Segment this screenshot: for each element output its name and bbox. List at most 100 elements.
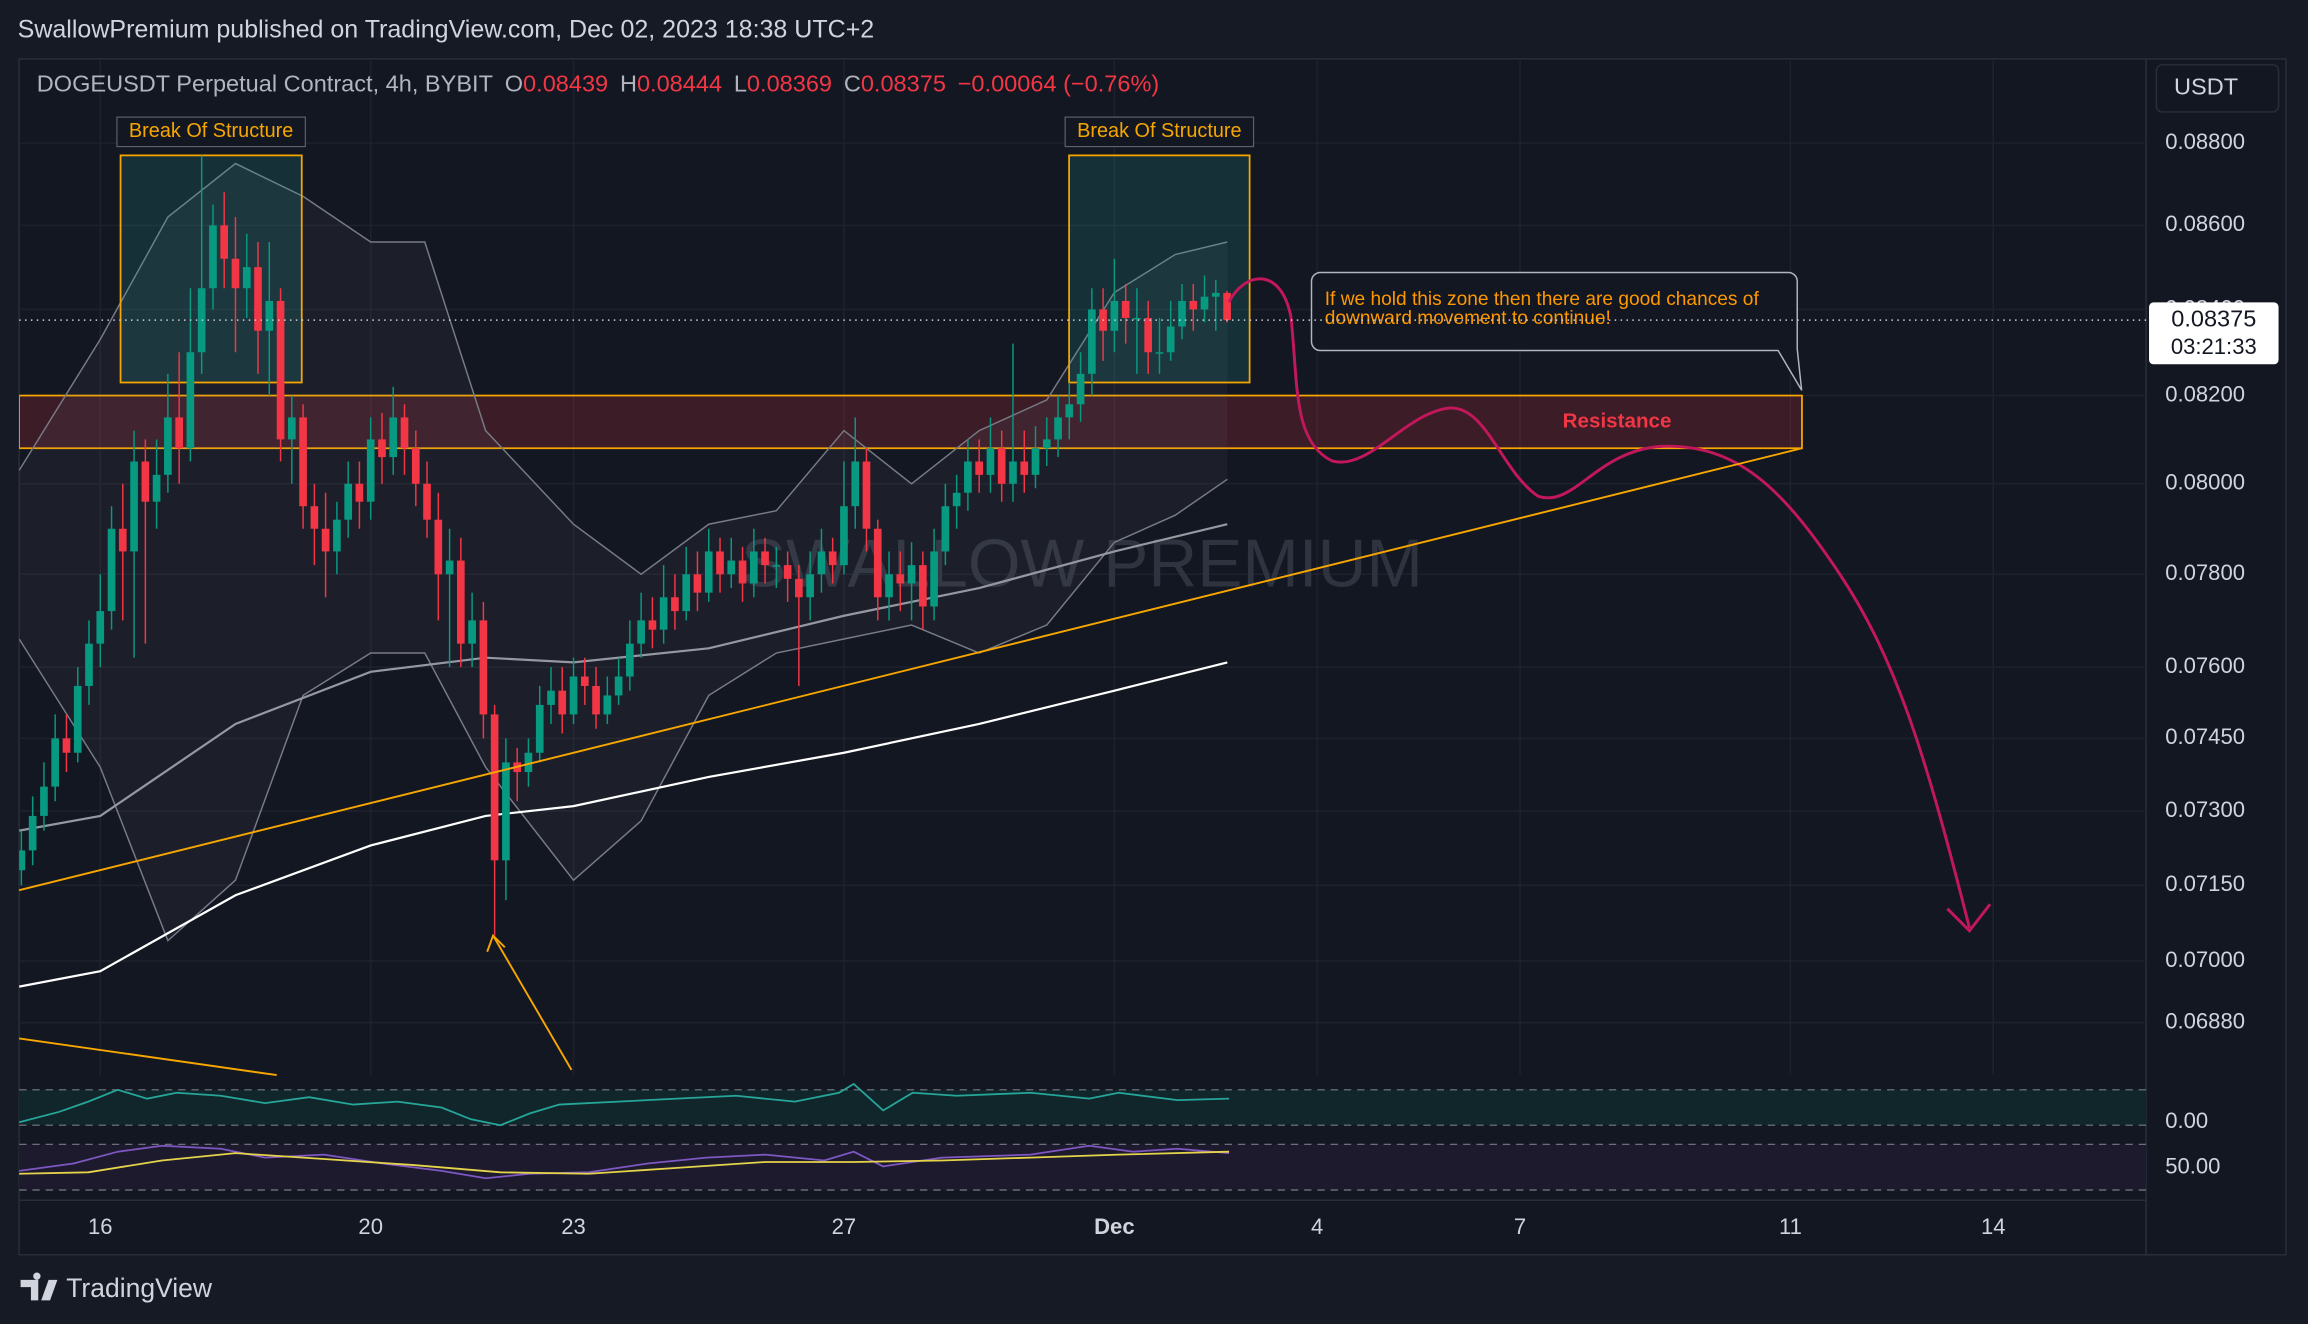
candle-body (73, 685, 82, 753)
x-tick-label: 20 (358, 1214, 383, 1239)
currency-button[interactable] (2155, 64, 2280, 113)
candle-body (682, 574, 691, 612)
currency[interactable]: USDT (2174, 74, 2238, 100)
candle-body (648, 620, 657, 630)
last-price: 0.08375 (2171, 305, 2256, 331)
y-tick-label: 0.07300 (2165, 797, 2245, 822)
candle-body (1088, 309, 1096, 374)
candle-body (750, 551, 758, 584)
x-tick-label: Dec (1094, 1214, 1135, 1239)
candle-body (603, 695, 612, 715)
y-tick-label: 0.08000 (2165, 470, 2245, 495)
candle-body (851, 461, 860, 507)
candle-body (964, 461, 972, 493)
candle-body (569, 676, 578, 715)
note-container: If we hold this zone then there are good… (1324, 288, 1759, 329)
candle-body (1042, 439, 1051, 449)
x-tick-label: 27 (832, 1214, 857, 1239)
x-tick-label: 14 (1981, 1214, 2006, 1239)
y-tick-label: 0.07800 (2165, 560, 2245, 585)
candle-body (693, 574, 702, 593)
candle-body (378, 439, 386, 458)
candle-body (118, 528, 127, 552)
x-tick-label: 4 (1311, 1214, 1323, 1239)
candle-body (321, 528, 330, 552)
y-tick-label: 0.07150 (2165, 871, 2245, 896)
band-area (19, 163, 1228, 941)
candle-body (445, 560, 454, 575)
y-tick-label: 0.07450 (2165, 724, 2245, 749)
oscillator-line (18, 1082, 1230, 1127)
candle-body (727, 560, 736, 575)
candle-body (862, 461, 871, 529)
candle-body (547, 690, 555, 705)
change: −0.00064 (−0.76%) (958, 71, 1160, 97)
candle-body (873, 528, 882, 598)
candle-body (535, 704, 544, 753)
candle-body (130, 461, 138, 552)
candle-body (107, 528, 116, 612)
candle-body (761, 551, 769, 566)
candle-body (502, 762, 510, 861)
indicator-panes (18, 1082, 2147, 1191)
candle-body (986, 448, 995, 475)
rsi-average (19, 1150, 1230, 1175)
candle-body (389, 417, 398, 458)
candle-body (40, 786, 48, 816)
candle-body (817, 551, 826, 575)
candle-body (919, 565, 927, 607)
y-tick-label: 0.08200 (2165, 381, 2245, 406)
brand-name: TradingView (66, 1273, 213, 1303)
candle-body (152, 474, 161, 502)
candle-body (558, 690, 567, 715)
candle-body (299, 417, 307, 507)
candle-body (738, 560, 747, 584)
rsi-line (19, 1144, 1230, 1180)
note-text: If we hold this zone then there are good… (1324, 288, 1759, 329)
candle-body (1054, 417, 1062, 440)
candle-body (1166, 326, 1175, 353)
ohlc-value: 0.08439 (523, 71, 608, 97)
label-box (116, 116, 306, 148)
ohlc-key: O (505, 71, 523, 97)
candle-body (997, 448, 1006, 484)
candle-body (704, 551, 713, 593)
resistance-zone (19, 394, 1803, 450)
candle-body (580, 676, 589, 686)
candle-body (355, 483, 364, 502)
legend: DOGEUSDT Perpetual Contract, 4h, BYBIT O0… (37, 71, 1159, 97)
candle-body (51, 738, 60, 787)
candle-body (344, 483, 353, 520)
indicator-label: 50.00 (2165, 1154, 2220, 1179)
candle-body (62, 738, 71, 753)
y-tick-label: 0.06880 (2165, 1009, 2245, 1034)
candle-body (1155, 352, 1164, 354)
moving-average (19, 661, 1228, 988)
ohlc-key: L (734, 71, 747, 97)
resistance-label: Resistance (1563, 409, 1672, 432)
candle-body (479, 620, 488, 715)
candle-body (490, 714, 499, 861)
candle-body (930, 551, 938, 607)
candle-body (468, 620, 476, 644)
candle-body (287, 417, 296, 440)
trendline (18, 447, 1803, 892)
candle-body (783, 565, 792, 579)
candle-body (1144, 317, 1153, 353)
candle-body (186, 352, 195, 449)
watermark: SWALLOW PREMIUM (741, 526, 1423, 601)
axes: 0.06880 0.07000 0.07150 0.07300 0.07450 0.076… (88, 129, 2245, 1239)
candle-body (524, 752, 533, 773)
candle-body (716, 551, 724, 575)
candle-body (1121, 300, 1130, 318)
break-label: Break Of Structure (129, 120, 293, 142)
candle-body (1009, 461, 1017, 484)
candle-body (885, 574, 893, 598)
y-tick-label: 0.07000 (2165, 947, 2245, 972)
candle-body (220, 225, 229, 259)
x-tick-label: 23 (561, 1214, 586, 1239)
candle-body (1223, 292, 1231, 321)
brand: TradingView (20, 1272, 213, 1303)
candle-body (175, 417, 183, 449)
